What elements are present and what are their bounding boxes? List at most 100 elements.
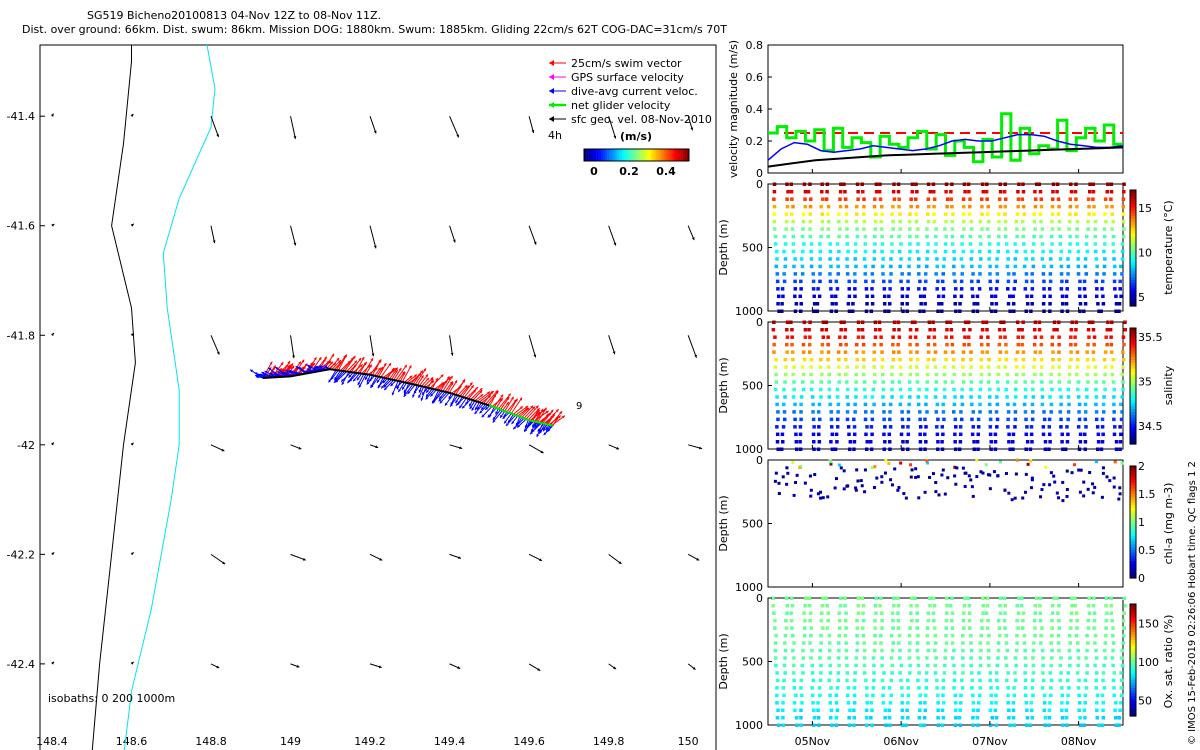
temperature-sample-point bbox=[994, 302, 999, 306]
salinity-sample-point bbox=[898, 357, 902, 362]
oxygen-sample-point bbox=[932, 603, 937, 608]
temperature-sample-point bbox=[835, 287, 840, 291]
salinity-sample-point bbox=[811, 410, 815, 414]
salinity-sample-point bbox=[925, 365, 930, 369]
salinity-sample-point bbox=[1119, 432, 1123, 437]
salinity-sample-point bbox=[949, 327, 954, 332]
geo-velocity-arrow-head bbox=[537, 668, 541, 671]
swim-vector-arrow bbox=[442, 375, 453, 392]
salinity-sample-point bbox=[888, 447, 892, 451]
oxygen-sample-point bbox=[1085, 663, 1090, 668]
chl-sample-point bbox=[875, 476, 879, 480]
geo-velocity-arrow-head bbox=[130, 113, 134, 117]
salinity-sample-point bbox=[1059, 417, 1063, 422]
temperature-colorbar-swatch bbox=[1130, 224, 1136, 229]
swim-vector-arrow-head bbox=[336, 357, 340, 361]
salinity-sample-point bbox=[783, 380, 787, 384]
salinity-sample-point bbox=[872, 402, 876, 407]
salinity-colorbar-swatch bbox=[1130, 342, 1136, 346]
temperature-sample-point bbox=[785, 197, 789, 201]
temperature-sample-point bbox=[808, 212, 812, 216]
temperature-sample-point bbox=[808, 227, 812, 231]
dive-avg-current-arrow-head bbox=[255, 375, 259, 379]
salinity-sample-point bbox=[801, 342, 806, 347]
temperature-sample-point bbox=[812, 302, 817, 306]
oxygen-sample-point bbox=[775, 693, 779, 698]
salinity-sample-point bbox=[782, 410, 787, 414]
salinity-sample-point bbox=[1021, 365, 1026, 369]
chart-title-line2: Dist. over ground: 66km. Dist. swum: 86k… bbox=[22, 23, 727, 36]
temperature-sample-point bbox=[808, 219, 813, 224]
swim-vector-arrow-head bbox=[302, 366, 306, 370]
temperature-colorbar-swatch bbox=[1130, 256, 1136, 261]
oxygen-sample-point bbox=[978, 693, 982, 698]
geo-velocity-arrow-head bbox=[373, 130, 377, 134]
oxygen-sample-point bbox=[944, 611, 949, 615]
salinity-sample-point bbox=[970, 417, 974, 422]
oxygen-sample-point bbox=[1013, 678, 1018, 683]
oxygen-sample-point bbox=[872, 671, 876, 675]
temperature-sample-point bbox=[1068, 242, 1072, 246]
chl-sample-point bbox=[774, 471, 778, 475]
chlorophyll-colorbar-tick: 2 bbox=[1138, 460, 1145, 473]
salinity-sample-point bbox=[1021, 320, 1025, 324]
salinity-sample-point bbox=[882, 417, 886, 422]
salinity-colorbar-swatch bbox=[1130, 394, 1136, 399]
oxygen-sample-point bbox=[856, 596, 861, 600]
salinity-sample-point bbox=[1021, 372, 1026, 377]
legend-interval-label: 4h bbox=[548, 129, 562, 142]
salinity-sample-point bbox=[888, 417, 892, 422]
salinity-sample-point bbox=[925, 387, 929, 392]
salinity-sample-point bbox=[1004, 387, 1008, 392]
oxygen-sample-point bbox=[1013, 671, 1017, 675]
temperature-sample-point bbox=[818, 257, 822, 261]
temperature-sample-point bbox=[953, 279, 957, 284]
oxygen-sample-point bbox=[1094, 656, 1099, 660]
salinity-colorbar-swatch bbox=[1130, 397, 1136, 402]
oxygen-sample-point bbox=[1112, 671, 1117, 675]
oxygen-sample-point bbox=[998, 603, 1002, 608]
oxygen-sample-point bbox=[1016, 626, 1020, 630]
temperature-sample-point bbox=[936, 309, 940, 313]
temperature-sample-point bbox=[959, 279, 964, 284]
salinity-sample-point bbox=[852, 447, 856, 451]
salinity-sample-point bbox=[1096, 440, 1101, 444]
oxygen-sample-point bbox=[1104, 618, 1109, 623]
salinity-sample-point bbox=[1040, 380, 1044, 384]
temperature-sample-point bbox=[842, 182, 846, 186]
oxygen-colorbar-swatch bbox=[1130, 606, 1136, 611]
temperature-sample-point bbox=[1082, 287, 1087, 291]
salinity-colorbar-swatch bbox=[1130, 429, 1136, 433]
oxygen-sample-point bbox=[794, 716, 799, 720]
oxygen-sample-point bbox=[1050, 611, 1055, 615]
oxygen-sample-point bbox=[1028, 723, 1033, 727]
salinity-sample-point bbox=[1084, 425, 1088, 429]
oxygen-sample-point bbox=[783, 641, 787, 645]
salinity-sample-point bbox=[1020, 342, 1024, 347]
oxygen-sample-point bbox=[1093, 633, 1098, 638]
temperature-sample-point bbox=[1014, 219, 1019, 224]
oxygen-sample-point bbox=[969, 663, 973, 668]
salinity-sample-point bbox=[1040, 402, 1045, 407]
salinity-sample-point bbox=[835, 395, 840, 399]
dive-avg-current-arrow-head bbox=[308, 366, 312, 370]
temperature-sample-point bbox=[1051, 189, 1055, 194]
temperature-sample-point bbox=[1069, 182, 1073, 186]
legend-swatch-head bbox=[549, 116, 554, 122]
dive-avg-current-arrow-head bbox=[262, 373, 266, 377]
oxygen-sample-point bbox=[978, 656, 983, 660]
temperature-sample-point bbox=[811, 272, 815, 276]
oxygen-sample-point bbox=[1076, 663, 1080, 668]
temperature-sample-point bbox=[1032, 212, 1036, 216]
swim-vector-arrow bbox=[337, 354, 348, 371]
oxygen-sample-point bbox=[1012, 693, 1017, 698]
chl-sample-point bbox=[842, 487, 846, 491]
dive-avg-current-arrow-head bbox=[455, 400, 459, 404]
salinity-sample-point bbox=[864, 410, 868, 414]
oxygen-sample-point bbox=[792, 701, 797, 705]
salinity-sample-point bbox=[793, 417, 797, 422]
salinity-sample-point bbox=[888, 425, 893, 429]
salinity-sample-point bbox=[969, 350, 973, 354]
temperature-sample-point bbox=[874, 189, 879, 194]
temperature-sample-point bbox=[828, 249, 833, 254]
